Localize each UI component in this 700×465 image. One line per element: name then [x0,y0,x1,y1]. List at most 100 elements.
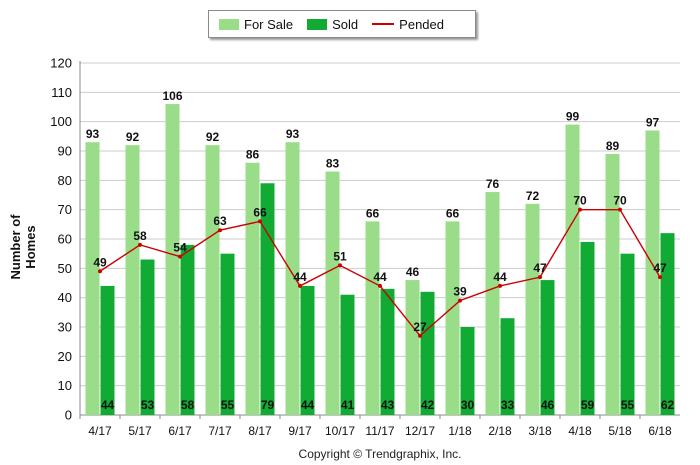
for-sale-data-label: 99 [566,110,580,124]
for-sale-data-label: 66 [446,206,460,220]
legend-item-for-sale: For Sale [219,17,293,32]
for-sale-data-label: 83 [326,157,340,171]
sold-bar [140,259,155,415]
x-tick-label: 6/18 [648,424,672,438]
for-sale-bar [405,280,420,415]
pended-point [378,283,382,288]
sold-bar [420,291,435,415]
pended-data-label: 70 [613,194,627,208]
sold-bar [380,288,395,415]
for-sale-bar [485,192,500,415]
for-sale-bar [525,203,540,415]
for-sale-bar [125,145,140,415]
for-sale-bar [285,142,300,415]
y-axis-label: Number of Homes [8,214,38,280]
pended-data-label: 47 [653,261,667,275]
sold-data-label: 30 [461,398,475,412]
legend-label-sold: Sold [332,16,359,32]
y-tick-label: 40 [58,290,72,305]
legend-item-pended: Pended [372,17,444,32]
pended-data-label: 49 [93,255,107,269]
legend-label-pended: Pended [399,16,444,32]
for-sale-bar [165,104,180,416]
sold-data-label: 58 [181,398,195,412]
pended-data-label: 27 [413,320,427,334]
sold-bar [260,183,275,415]
x-tick-label: 9/17 [288,424,312,438]
x-tick-label: 11/17 [365,424,394,438]
x-tick-label: 2/18 [488,424,512,438]
for-sale-data-label: 66 [366,206,380,220]
sold-bar [340,294,355,415]
for-sale-bar [445,221,460,415]
y-tick-label: 100 [50,114,72,129]
pended-point [98,269,102,274]
for-sale-bar [565,124,580,415]
sold-bar [460,327,475,415]
for-sale-data-label: 72 [526,189,540,203]
for-sale-data-label: 92 [206,130,220,144]
pended-data-label: 54 [173,241,187,255]
sold-data-label: 33 [501,398,515,412]
x-tick-label: 7/17 [208,424,232,438]
for-sale-bar [245,162,260,415]
for-sale-bar [645,130,660,415]
pended-data-label: 63 [213,214,227,228]
y-tick-label: 80 [58,173,72,188]
sold-bar [660,233,675,415]
x-tick-label: 1/18 [448,424,472,438]
x-tick-label: 4/18 [568,424,592,438]
legend: For Sale Sold Pended [208,10,476,38]
pended-point [418,333,422,338]
pended-point [258,219,262,224]
for-sale-data-label: 93 [86,127,100,141]
sold-bar [100,285,115,415]
y-tick-label: 60 [58,232,72,247]
x-tick-label: 10/17 [325,424,355,438]
sold-bar [180,244,195,415]
sold-data-label: 79 [261,398,275,412]
y-tick-label: 20 [58,349,72,364]
y-tick-label: 0 [65,408,72,423]
sold-data-label: 62 [661,398,675,412]
y-tick-label: 50 [58,261,72,276]
x-tick-label: 3/18 [528,424,552,438]
y-tick-label: 30 [58,320,72,335]
pended-swatch [372,23,395,25]
sold-data-label: 41 [341,398,355,412]
sold-bar [540,280,555,415]
y-tick-label: 10 [58,378,72,393]
sold-bar [580,241,595,415]
pended-data-label: 44 [493,270,507,284]
sold-data-label: 44 [101,398,115,412]
for-sale-data-label: 89 [606,139,620,153]
pended-point [178,254,182,259]
pended-data-label: 58 [133,229,147,243]
copyright-text: Copyright © Trendgraphix, Inc. [298,447,462,461]
for-sale-bar [85,142,100,415]
for-sale-data-label: 106 [162,89,182,103]
pended-point [298,283,302,288]
pended-data-label: 44 [373,270,387,284]
pended-point [138,242,142,247]
pended-data-label: 51 [333,249,347,263]
sold-swatch [307,18,328,30]
legend-item-sold: Sold [307,17,358,32]
sold-data-label: 46 [541,398,555,412]
sold-bar [500,318,515,415]
for-sale-bar [205,145,220,415]
pended-point [658,275,662,280]
sold-data-label: 59 [581,398,595,412]
for-sale-data-label: 46 [406,265,420,279]
y-tick-label: 90 [58,144,72,159]
y-tick-label: 70 [58,202,72,217]
for-sale-bar [605,153,620,415]
pended-data-label: 44 [293,270,307,284]
for-sale-bar [325,171,340,415]
for-sale-data-label: 92 [126,130,140,144]
for-sale-data-label: 97 [646,115,660,129]
for-sale-data-label: 76 [486,177,500,191]
sold-bar [620,253,635,415]
pended-point [538,275,542,280]
